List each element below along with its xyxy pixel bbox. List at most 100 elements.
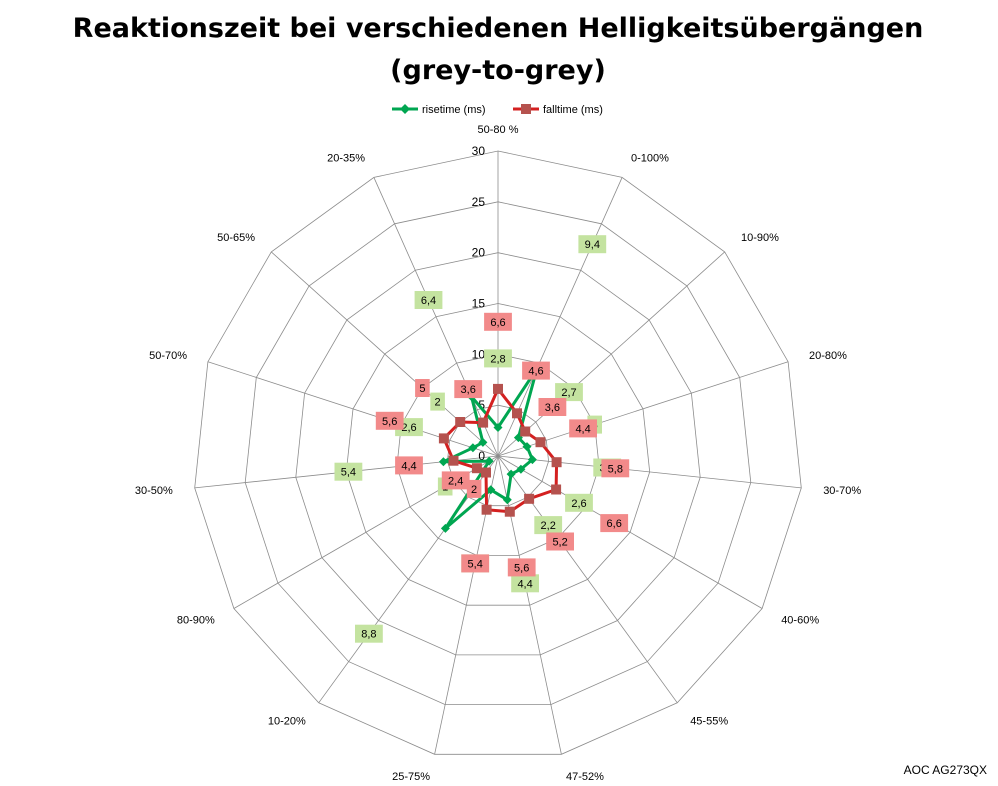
category-label: 80-90% [177, 615, 215, 627]
axis-tick-label: 0 [478, 449, 485, 463]
category-label: 45-55% [690, 716, 728, 728]
risetime-data-label-box [334, 462, 363, 481]
risetime-data-label-box [511, 574, 539, 593]
risetime-point [440, 523, 450, 533]
grid-spoke [373, 177, 499, 457]
falltime-data-label-box [461, 554, 490, 573]
falltime-point [438, 433, 449, 444]
monitor-model-label: AOC AG273QX [904, 763, 987, 777]
risetime-data-label: 2,6 [571, 498, 586, 510]
falltime-point [551, 484, 562, 495]
falltime-data-label: 3,6 [545, 402, 560, 414]
falltime-point [471, 463, 482, 474]
falltime-data-label-box [522, 361, 550, 380]
grid-ring [194, 150, 802, 755]
legend-risetime-label: risetime (ms) [422, 104, 486, 116]
falltime-data-label: 5 [419, 383, 425, 395]
falltime-data-label-box [538, 398, 567, 416]
grid-spoke [497, 455, 802, 489]
falltime-data-label-box [507, 558, 536, 577]
falltime-data-label: 5,6 [382, 416, 397, 428]
falltime-data-label-box [441, 471, 470, 490]
risetime-point [484, 456, 494, 466]
falltime-data-label: 5,6 [514, 562, 529, 574]
category-label: 50-70% [149, 350, 187, 362]
risetime-data-label-box [484, 349, 512, 368]
falltime-data-label-box [375, 411, 404, 430]
risetime-data-label: 6,4 [421, 295, 436, 307]
falltime-data-label: 6,6 [490, 317, 505, 329]
falltime-data-label: 5,4 [468, 558, 483, 570]
risetime-data-label-box [430, 392, 445, 411]
falltime-series-line [442, 387, 559, 514]
falltime-data-label-box [454, 380, 483, 399]
legend-falltime-marker [521, 104, 531, 114]
category-label: 20-35% [327, 152, 365, 164]
risetime-series-line [441, 367, 539, 530]
category-label: 50-65% [217, 232, 255, 244]
falltime-data-label: 4,4 [401, 460, 416, 472]
data-series [438, 364, 562, 533]
risetime-point [493, 423, 503, 432]
risetime-point [468, 443, 478, 453]
risetime-point [522, 442, 532, 452]
risetime-point [527, 455, 537, 465]
falltime-point [481, 467, 491, 478]
category-label: 47-52% [566, 771, 604, 783]
legend-risetime-marker [400, 104, 410, 114]
risetime-point [486, 485, 496, 495]
grid-spoke [497, 455, 763, 609]
falltime-point [524, 493, 535, 504]
axis-tick-label: 30 [472, 144, 486, 158]
grid-spoke [497, 455, 562, 755]
legend-falltime-label: falltime (ms) [543, 104, 603, 116]
grid-ring [446, 404, 550, 507]
falltime-data-label-box [466, 479, 482, 498]
axis-tick-label: 25 [472, 195, 486, 209]
risetime-data-label: 2,6 [401, 422, 416, 434]
falltime-data-label-box [569, 419, 597, 438]
falltime-data-label-box [600, 514, 629, 533]
falltime-data-label: 4,6 [528, 366, 543, 378]
falltime-point [551, 457, 562, 468]
axis-tick-label: 5 [478, 398, 485, 412]
risetime-data-label-box [578, 235, 607, 254]
falltime-point [493, 383, 503, 394]
axis-tick-label: 20 [472, 246, 486, 260]
chart-title-line-2: (grey-to-grey) [390, 55, 606, 86]
risetime-data-label: 8,8 [361, 629, 376, 641]
falltime-point [448, 455, 459, 466]
grid-ring [345, 303, 651, 606]
axis-tick-label: 10 [472, 347, 486, 361]
falltime-data-label: 2 [471, 484, 477, 496]
category-label: 25-75% [392, 771, 430, 783]
falltime-point [478, 417, 489, 428]
falltime-point [481, 504, 492, 515]
grid-ring [396, 353, 600, 556]
grid-spoke [497, 251, 725, 457]
falltime-point [520, 426, 531, 437]
risetime-point [516, 464, 526, 474]
risetime-point [438, 457, 448, 467]
risetime-data-label: 2,8 [490, 353, 505, 365]
grid-spoke [207, 361, 499, 457]
risetime-data-label: 9,4 [585, 239, 600, 251]
falltime-point [512, 408, 522, 419]
axis-tick-labels: 0 5 10 15 20 25 30 [472, 144, 486, 463]
falltime-data-label: 4,4 [575, 423, 590, 435]
falltime-data-label: 5,2 [552, 537, 567, 549]
axis-tick-label: 15 [472, 297, 486, 311]
risetime-data-label-box [565, 493, 593, 512]
falltime-data-label: 2,4 [448, 475, 463, 487]
category-label: 10-90% [741, 232, 779, 244]
falltime-data-label-box [395, 456, 423, 475]
risetime-data-label-box [355, 624, 383, 643]
grid-ring [295, 252, 701, 656]
category-label: 0-100% [631, 152, 669, 164]
risetime-data-label: 4,4 [517, 578, 532, 590]
risetime-data-label-box [555, 383, 583, 402]
category-label: 30-70% [823, 485, 861, 497]
category-label: 40-60% [781, 615, 819, 627]
category-label: 30-50% [135, 485, 173, 497]
risetime-point [478, 437, 488, 447]
